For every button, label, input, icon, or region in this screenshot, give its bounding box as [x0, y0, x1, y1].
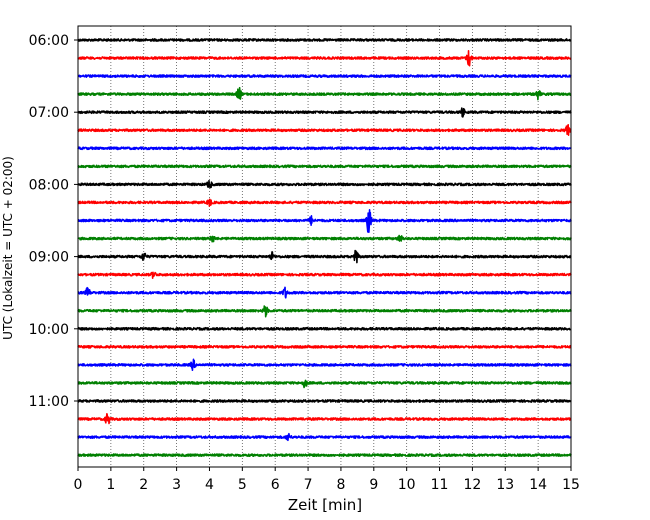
x-tick-label: 6 — [271, 477, 280, 493]
y-tick-label: 09:00 — [29, 250, 69, 266]
seismic-trace — [77, 271, 572, 279]
y-tick-label: 10:00 — [29, 322, 69, 338]
y-tick-label: 06:00 — [29, 33, 69, 49]
seismic-trace — [77, 305, 572, 318]
seismic-trace — [77, 86, 572, 101]
y-tick-label: 07:00 — [29, 105, 69, 121]
x-tick-label: 2 — [139, 477, 148, 493]
x-tick-label: 0 — [74, 477, 83, 493]
x-axis-label: Zeit [min] — [288, 496, 362, 514]
seismic-trace — [77, 146, 572, 151]
seismic-trace — [77, 344, 572, 349]
y-tick-label: 08:00 — [29, 177, 69, 193]
seismic-trace — [77, 249, 572, 264]
plot-background — [78, 26, 571, 467]
seismic-trace — [77, 399, 572, 403]
seismic-trace — [77, 164, 572, 169]
y-axis-ticks: 06:00 07:00 08:00 09:00 10:00 11:00 — [29, 33, 78, 410]
x-tick-label: 14 — [529, 477, 547, 493]
seismic-trace — [77, 234, 572, 243]
seismic-trace — [77, 412, 572, 425]
y-axis-label: UTC (Lokalzeit = UTC + 02:00) — [1, 156, 15, 340]
x-tick-label: 7 — [304, 477, 313, 493]
x-tick-label: 10 — [398, 477, 416, 493]
seismic-trace — [77, 107, 572, 118]
x-tick-label: 11 — [431, 477, 449, 493]
seismic-trace — [77, 432, 572, 442]
x-tick-label: 15 — [562, 477, 580, 493]
plot-frame — [77, 25, 572, 468]
seismic-trace — [77, 123, 572, 136]
seismic-trace — [77, 453, 572, 458]
seismic-trace — [77, 326, 572, 331]
x-tick-label: 8 — [336, 477, 345, 493]
x-tick-label: 4 — [205, 477, 214, 493]
seismic-trace — [77, 74, 572, 78]
y-tick-label: 11:00 — [29, 394, 69, 410]
seismic-trace — [77, 179, 572, 189]
x-tick-label: 9 — [369, 477, 378, 493]
x-tick-label: 3 — [172, 477, 181, 493]
seismic-traces — [77, 38, 572, 458]
x-tick-label: 12 — [463, 477, 481, 493]
seismic-trace — [77, 209, 572, 233]
seismic-trace — [77, 358, 572, 372]
x-tick-label: 5 — [238, 477, 247, 493]
x-tick-label: 13 — [496, 477, 514, 493]
x-tick-label: 1 — [106, 477, 115, 493]
seismic-trace — [77, 286, 572, 299]
seismic-trace — [77, 379, 572, 389]
x-axis-ticks: 0 1 2 3 4 5 6 7 8 9 10 11 12 13 14 15 — [74, 467, 580, 493]
seismic-trace — [77, 198, 572, 207]
seismic-trace — [77, 38, 572, 42]
seismic-trace — [77, 49, 572, 67]
